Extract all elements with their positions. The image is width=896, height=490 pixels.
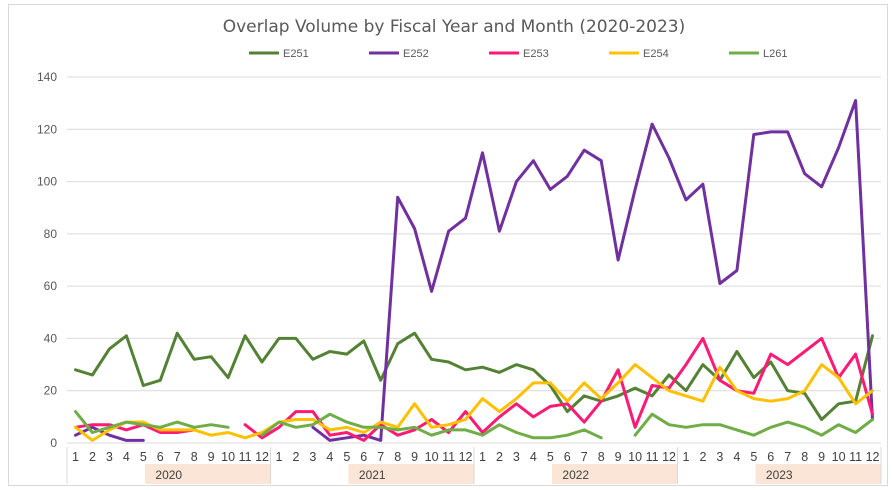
series-line bbox=[260, 412, 603, 440]
x-tick-label: 3 bbox=[309, 450, 316, 464]
x-tick-label: 12 bbox=[866, 450, 880, 464]
x-tick-label: 8 bbox=[394, 450, 401, 464]
x-tick-label: 3 bbox=[513, 450, 520, 464]
x-tick-label: 3 bbox=[106, 450, 113, 464]
series-e252 bbox=[74, 99, 874, 442]
x-tick-label: 1 bbox=[276, 450, 283, 464]
x-tick-label: 11 bbox=[849, 450, 862, 464]
legend-label: E253 bbox=[523, 48, 549, 60]
plot-area bbox=[74, 99, 874, 442]
y-axis: 0 20 40 60 80 100 120 140 bbox=[37, 70, 57, 450]
series-line bbox=[74, 331, 874, 421]
x-tick-label: 11 bbox=[239, 450, 252, 464]
x-tick-label: 6 bbox=[564, 450, 571, 464]
x-tick-label: 7 bbox=[174, 450, 181, 464]
series-line bbox=[74, 363, 874, 442]
x-tick-label: 9 bbox=[615, 450, 622, 464]
x-tick-label: 6 bbox=[767, 450, 774, 464]
year-band bbox=[755, 464, 881, 484]
x-tick-label: 10 bbox=[628, 450, 642, 464]
x-tick-label: 8 bbox=[801, 450, 808, 464]
legend: E251 E252 E253 E254 L261 bbox=[249, 48, 787, 60]
x-tick-label: 7 bbox=[784, 450, 791, 464]
year-band bbox=[552, 464, 678, 484]
x-tick-label: 12 bbox=[255, 450, 269, 464]
x-tick-label: 4 bbox=[123, 450, 130, 464]
series-line bbox=[74, 423, 196, 434]
y-tick-label: 140 bbox=[37, 70, 57, 84]
x-tick-label: 11 bbox=[442, 450, 455, 464]
y-tick-label: 100 bbox=[37, 175, 57, 189]
x-tick-label: 2 bbox=[292, 450, 299, 464]
x-tick-label: 2 bbox=[699, 450, 706, 464]
x-tick-label: 7 bbox=[581, 450, 588, 464]
gridlines bbox=[67, 76, 881, 444]
year-band bbox=[348, 464, 474, 484]
x-tick-label: 3 bbox=[716, 450, 723, 464]
year-label: 2022 bbox=[562, 468, 589, 482]
x-tick-label: 5 bbox=[547, 450, 554, 464]
series-line bbox=[74, 410, 230, 434]
x-tick-label: 10 bbox=[832, 450, 846, 464]
legend-item: E254 bbox=[609, 48, 669, 60]
line-chart: Overlap Volume by Fiscal Year and Month … bbox=[37, 17, 882, 484]
x-tick-label: 4 bbox=[530, 450, 537, 464]
series-l261 bbox=[74, 410, 874, 440]
x-tick-label: 1 bbox=[72, 450, 79, 464]
series-line bbox=[633, 412, 874, 437]
y-tick-label: 20 bbox=[44, 384, 58, 398]
series-line bbox=[311, 99, 874, 442]
x-tick-label: 5 bbox=[343, 450, 350, 464]
chart-title: Overlap Volume by Fiscal Year and Month … bbox=[223, 17, 686, 37]
legend-label: L261 bbox=[763, 48, 787, 60]
x-tick-label: 4 bbox=[733, 450, 740, 464]
x-tick-label: 11 bbox=[646, 450, 659, 464]
series-line bbox=[243, 336, 874, 442]
y-tick-label: 120 bbox=[37, 122, 57, 136]
year-label: 2021 bbox=[359, 468, 386, 482]
x-tick-label: 1 bbox=[683, 450, 690, 464]
chart-frame: Overlap Volume by Fiscal Year and Month … bbox=[8, 4, 888, 486]
x-tick-label: 2 bbox=[89, 450, 96, 464]
x-tick-label: 4 bbox=[326, 450, 333, 464]
legend-item: E251 bbox=[249, 48, 309, 60]
x-tick-label: 9 bbox=[208, 450, 215, 464]
legend-item: E252 bbox=[369, 48, 429, 60]
series-e254 bbox=[74, 363, 874, 442]
legend-item: L261 bbox=[729, 48, 787, 60]
y-tick-label: 60 bbox=[44, 279, 58, 293]
year-label: 2020 bbox=[155, 468, 182, 482]
legend-label: E251 bbox=[283, 48, 309, 60]
year-label: 2023 bbox=[766, 468, 793, 482]
x-tick-label: 8 bbox=[191, 450, 198, 464]
legend-item: E253 bbox=[489, 48, 549, 60]
x-tick-label: 5 bbox=[750, 450, 757, 464]
x-tick-label: 9 bbox=[411, 450, 418, 464]
x-tick-label: 5 bbox=[140, 450, 147, 464]
series-line bbox=[74, 425, 145, 442]
year-band bbox=[145, 464, 271, 484]
x-tick-label: 8 bbox=[598, 450, 605, 464]
x-tick-label: 7 bbox=[377, 450, 384, 464]
x-tick-label: 10 bbox=[221, 450, 235, 464]
x-tick-label: 12 bbox=[459, 450, 473, 464]
y-tick-label: 40 bbox=[44, 331, 58, 345]
y-tick-label: 0 bbox=[50, 436, 57, 450]
y-tick-label: 80 bbox=[44, 227, 58, 241]
x-tick-label: 6 bbox=[157, 450, 164, 464]
x-axis: 1 2 3 4 5 6 7 8 9 10 11 12 1 2 3 4 5 6 7 8 9 10 11 12 1 2 3 4 5 6 7 8 9 1… bbox=[66, 447, 882, 484]
x-tick-label: 2 bbox=[496, 450, 503, 464]
x-tick-label: 9 bbox=[818, 450, 825, 464]
x-tick-label: 10 bbox=[425, 450, 439, 464]
legend-label: E252 bbox=[403, 48, 429, 60]
x-tick-label: 12 bbox=[662, 450, 676, 464]
x-tick-label: 1 bbox=[479, 450, 486, 464]
series-e253 bbox=[74, 336, 874, 442]
legend-label: E254 bbox=[643, 48, 669, 60]
series-e251 bbox=[74, 331, 874, 421]
x-tick-label: 6 bbox=[360, 450, 367, 464]
